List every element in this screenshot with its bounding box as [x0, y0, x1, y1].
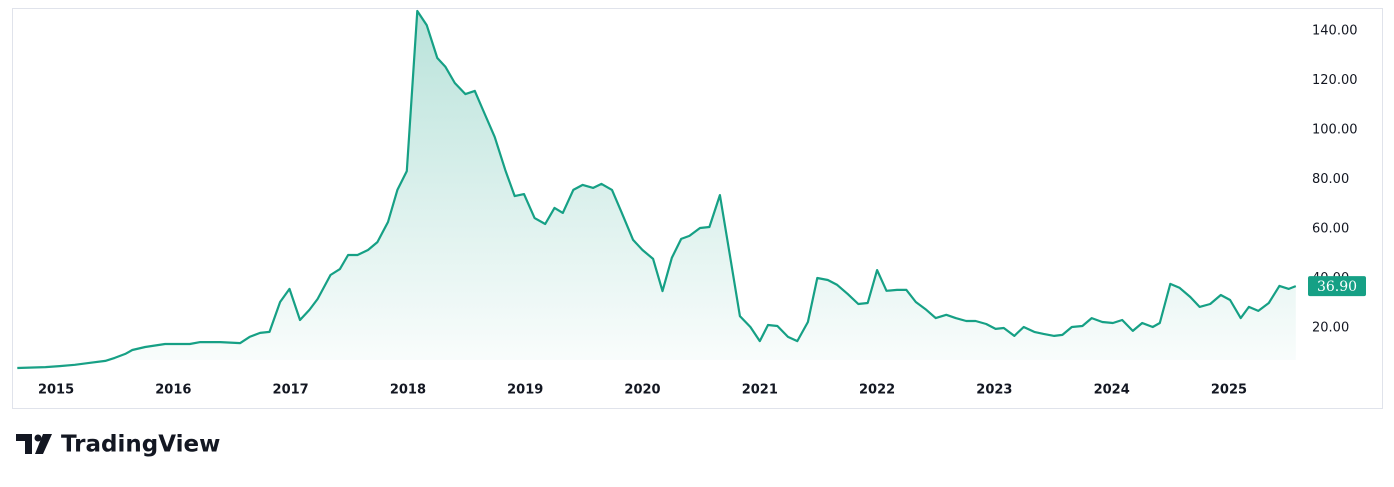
x-tick-label: 2024	[1094, 383, 1130, 398]
y-tick-label: 80.00	[1312, 172, 1349, 187]
price-tag-label: 36.90	[1317, 279, 1357, 295]
logo-icon	[16, 434, 32, 454]
x-tick-label: 2019	[507, 383, 543, 398]
x-tick-label: 2021	[742, 383, 778, 398]
price-tag	[1308, 276, 1366, 297]
logo-icon	[35, 434, 52, 454]
y-tick-label: 100.00	[1312, 122, 1358, 137]
y-tick-label: 140.00	[1312, 24, 1358, 39]
y-tick-label: 120.00	[1312, 73, 1358, 88]
y-tick-label: 60.00	[1312, 221, 1349, 236]
x-tick-label: 2020	[624, 383, 660, 398]
x-tick-label: 2017	[273, 383, 309, 398]
x-tick-label: 2023	[976, 383, 1012, 398]
x-tick-label: 2025	[1211, 383, 1247, 398]
chart-frame	[12, 8, 1383, 409]
logo: TradingView	[16, 432, 220, 458]
x-tick-label: 2015	[38, 383, 74, 398]
y-tick-label: 20.00	[1312, 320, 1349, 335]
x-tick-label: 2016	[155, 383, 191, 398]
line	[17, 9, 1297, 370]
brand: TradingView	[61, 432, 220, 458]
area	[17, 11, 1296, 368]
x-tick-label: 2022	[859, 383, 895, 398]
logo-icon	[34, 434, 42, 442]
x-tick-label: 2018	[390, 383, 426, 398]
